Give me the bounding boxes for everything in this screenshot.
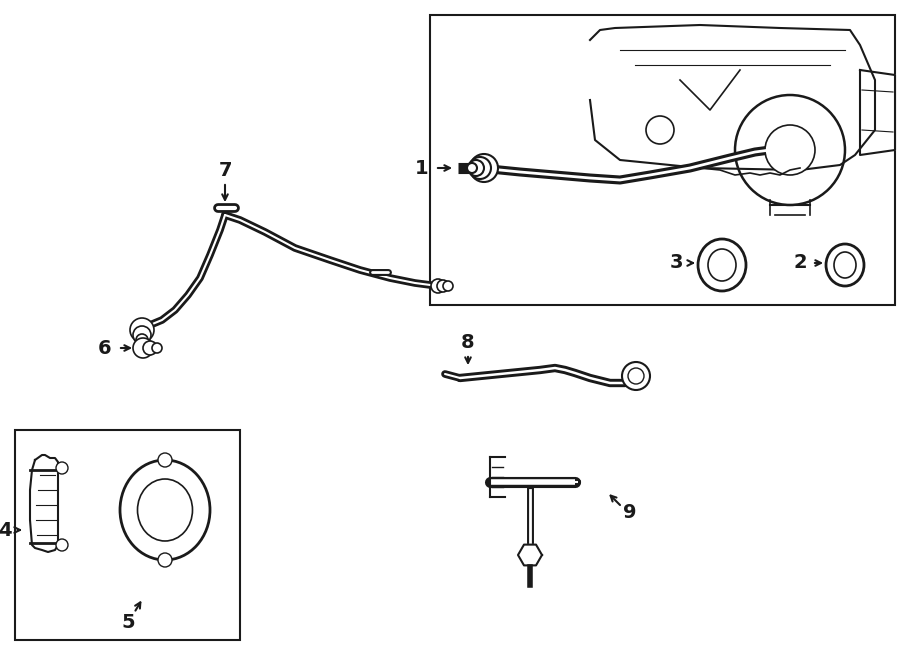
- Circle shape: [130, 318, 154, 342]
- Circle shape: [136, 334, 148, 346]
- Circle shape: [133, 326, 151, 344]
- Circle shape: [622, 362, 650, 390]
- Ellipse shape: [834, 252, 856, 278]
- Polygon shape: [590, 25, 875, 170]
- Polygon shape: [860, 70, 895, 155]
- Polygon shape: [30, 455, 58, 552]
- Ellipse shape: [120, 460, 210, 560]
- Polygon shape: [518, 545, 542, 565]
- Text: 7: 7: [218, 160, 232, 179]
- Text: 6: 6: [98, 338, 112, 357]
- Circle shape: [56, 539, 68, 551]
- Circle shape: [158, 453, 172, 467]
- Ellipse shape: [138, 479, 193, 541]
- Ellipse shape: [708, 249, 736, 281]
- Circle shape: [468, 160, 484, 176]
- Circle shape: [431, 279, 445, 293]
- Circle shape: [765, 125, 815, 175]
- Circle shape: [646, 116, 674, 144]
- Circle shape: [443, 281, 453, 291]
- Text: 3: 3: [670, 254, 683, 273]
- Circle shape: [469, 157, 491, 179]
- Text: 5: 5: [122, 612, 135, 632]
- Circle shape: [437, 280, 449, 292]
- Ellipse shape: [698, 239, 746, 291]
- Circle shape: [628, 368, 644, 384]
- Circle shape: [470, 154, 498, 182]
- Text: 9: 9: [623, 504, 637, 522]
- Text: 8: 8: [461, 332, 475, 352]
- Bar: [15, 430, 240, 640]
- Circle shape: [467, 163, 477, 173]
- Text: 4: 4: [0, 520, 12, 540]
- Circle shape: [143, 341, 157, 355]
- Circle shape: [158, 553, 172, 567]
- Bar: [430, 15, 895, 305]
- Circle shape: [152, 343, 162, 353]
- Circle shape: [133, 338, 153, 358]
- Text: 1: 1: [415, 158, 428, 177]
- Ellipse shape: [826, 244, 864, 286]
- Circle shape: [56, 462, 68, 474]
- Circle shape: [735, 95, 845, 205]
- Text: 2: 2: [793, 254, 806, 273]
